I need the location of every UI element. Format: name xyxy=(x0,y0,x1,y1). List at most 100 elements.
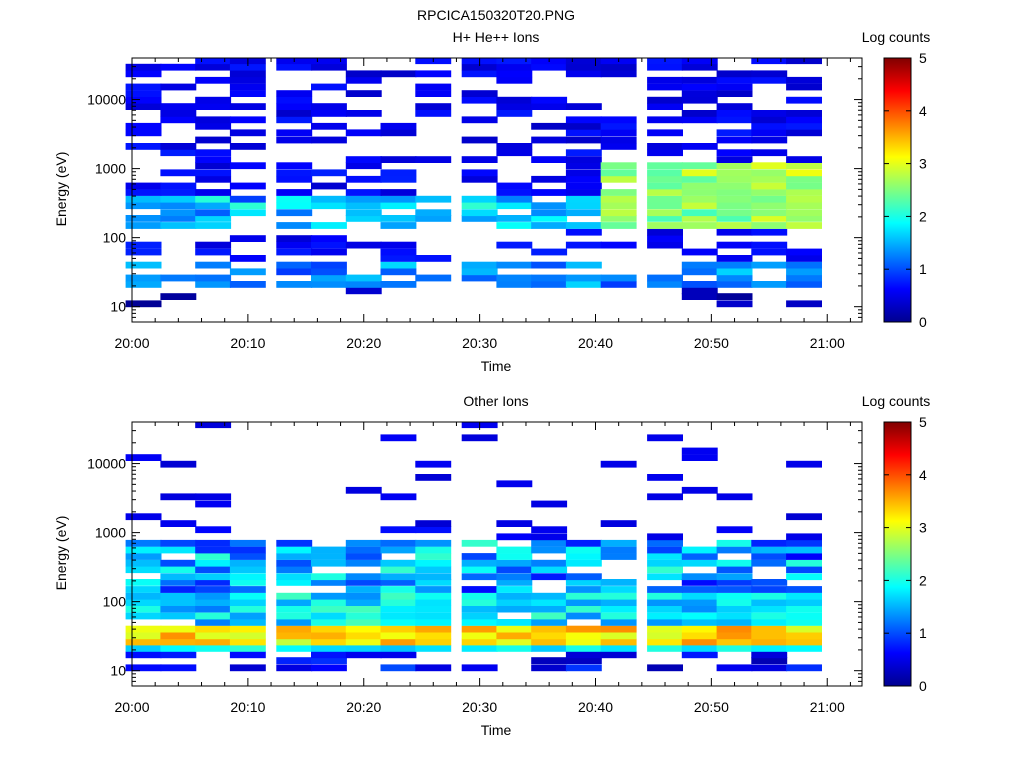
heatmap-cell xyxy=(415,592,452,600)
heatmap-cell xyxy=(531,533,568,541)
heatmap-cell xyxy=(786,261,822,269)
panel-top: H+ He++ Ions Energy (eV) Time 20:00 20:10… xyxy=(53,29,930,374)
heatmap-cell xyxy=(311,546,347,554)
heatmap-cell xyxy=(681,222,718,229)
heatmap-cell xyxy=(681,76,718,84)
heatmap-cell xyxy=(276,638,313,646)
heatmap-cell xyxy=(380,202,417,210)
heatmap-cell xyxy=(647,281,683,288)
heatmap-cell xyxy=(751,546,788,554)
heatmap-cell xyxy=(565,63,602,71)
heatmap-cell xyxy=(380,241,417,249)
heatmap-cell xyxy=(195,493,232,501)
heatmap-cell xyxy=(345,70,382,78)
heatmap-cell xyxy=(311,579,347,586)
heatmap-cell xyxy=(345,539,382,547)
heatmap-cell xyxy=(531,605,568,613)
heatmap-cell xyxy=(345,586,382,593)
heatmap-cell xyxy=(647,202,683,210)
heatmap-cell xyxy=(229,63,266,71)
heatmap-cell xyxy=(647,645,683,652)
heatmap-cell xyxy=(125,70,162,78)
heatmap-cell xyxy=(647,116,683,124)
heatmap-cell xyxy=(681,281,718,288)
heatmap-cell xyxy=(229,559,266,567)
heatmap-cell xyxy=(415,156,452,163)
colorbar-bottom-label: Log counts xyxy=(862,393,931,409)
heatmap-cell xyxy=(380,434,417,442)
heatmap-cell xyxy=(531,645,568,652)
heatmap-cell xyxy=(496,533,533,541)
colorbar-tick-label: 3 xyxy=(919,520,927,536)
heatmap-cell xyxy=(716,103,753,110)
heatmap-cell xyxy=(311,632,347,640)
heatmap-cell xyxy=(160,651,197,659)
heatmap-cell xyxy=(716,559,753,567)
heatmap-cell xyxy=(380,189,417,196)
heatmap-cell xyxy=(345,546,382,554)
x-tick-label: 20:20 xyxy=(346,699,381,715)
heatmap-cell xyxy=(380,573,417,581)
heatmap-cell xyxy=(229,566,266,574)
heatmap-cell xyxy=(380,559,417,567)
heatmap-cell xyxy=(345,645,382,652)
colorbar-top-label: Log counts xyxy=(862,29,931,45)
heatmap-cell xyxy=(415,546,452,554)
colorbar-tick-label: 3 xyxy=(919,156,927,172)
heatmap-cell xyxy=(681,143,718,150)
heatmap-cell xyxy=(565,651,602,659)
heatmap-cell xyxy=(461,261,498,269)
heatmap-cell xyxy=(531,664,568,672)
heatmap-cell xyxy=(647,533,683,541)
x-tick-label: 20:40 xyxy=(578,335,613,351)
heatmap-cell xyxy=(647,474,683,481)
heatmap-cell xyxy=(751,619,788,626)
heatmap-cell xyxy=(380,195,417,203)
heatmap-cell xyxy=(647,605,683,613)
heatmap-cell xyxy=(531,209,568,217)
heatmap-cell xyxy=(276,281,313,288)
heatmap-cell xyxy=(195,116,232,124)
heatmap-cell xyxy=(786,156,822,163)
heatmap-cell xyxy=(415,599,452,606)
heatmap-cell xyxy=(531,546,568,554)
heatmap-cell xyxy=(565,625,602,633)
heatmap-cell xyxy=(461,612,498,620)
heatmap-cell xyxy=(716,612,753,620)
heatmap-cell xyxy=(496,553,533,560)
heatmap-cell xyxy=(786,255,822,262)
heatmap-cell xyxy=(786,513,822,521)
heatmap-cell xyxy=(681,83,718,91)
heatmap-cell xyxy=(496,103,533,110)
heatmap-cell xyxy=(786,122,822,130)
heatmap-cell xyxy=(496,143,533,150)
heatmap-cell xyxy=(345,287,382,295)
colorbar-tick-label: 5 xyxy=(919,50,927,66)
x-tick-label: 20:50 xyxy=(694,699,729,715)
heatmap-cell xyxy=(380,599,417,606)
x-tick-label: 20:50 xyxy=(694,335,729,351)
heatmap-cell xyxy=(496,70,533,78)
heatmap-cell xyxy=(716,526,753,534)
heatmap-cell xyxy=(786,533,822,541)
heatmap-cell xyxy=(345,241,382,249)
heatmap-cell xyxy=(565,149,602,157)
heatmap-cell xyxy=(716,129,753,137)
heatmap-cell xyxy=(600,625,637,633)
heatmap-cell xyxy=(229,645,266,652)
heatmap-cell xyxy=(751,182,788,190)
heatmap-cell xyxy=(276,96,313,104)
heatmap-cell xyxy=(160,632,197,640)
heatmap-cell xyxy=(229,90,266,97)
heatmap-cell xyxy=(716,573,753,581)
heatmap-cell xyxy=(195,546,232,554)
heatmap-cell xyxy=(415,460,452,468)
heatmap-cell xyxy=(565,592,602,600)
heatmap-cell xyxy=(681,579,718,586)
heatmap-cell xyxy=(786,96,822,104)
heatmap-cell xyxy=(786,638,822,646)
heatmap-cell xyxy=(751,599,788,606)
heatmap-cell xyxy=(125,281,162,288)
heatmap-cell xyxy=(345,281,382,288)
heatmap-cell xyxy=(160,664,197,672)
